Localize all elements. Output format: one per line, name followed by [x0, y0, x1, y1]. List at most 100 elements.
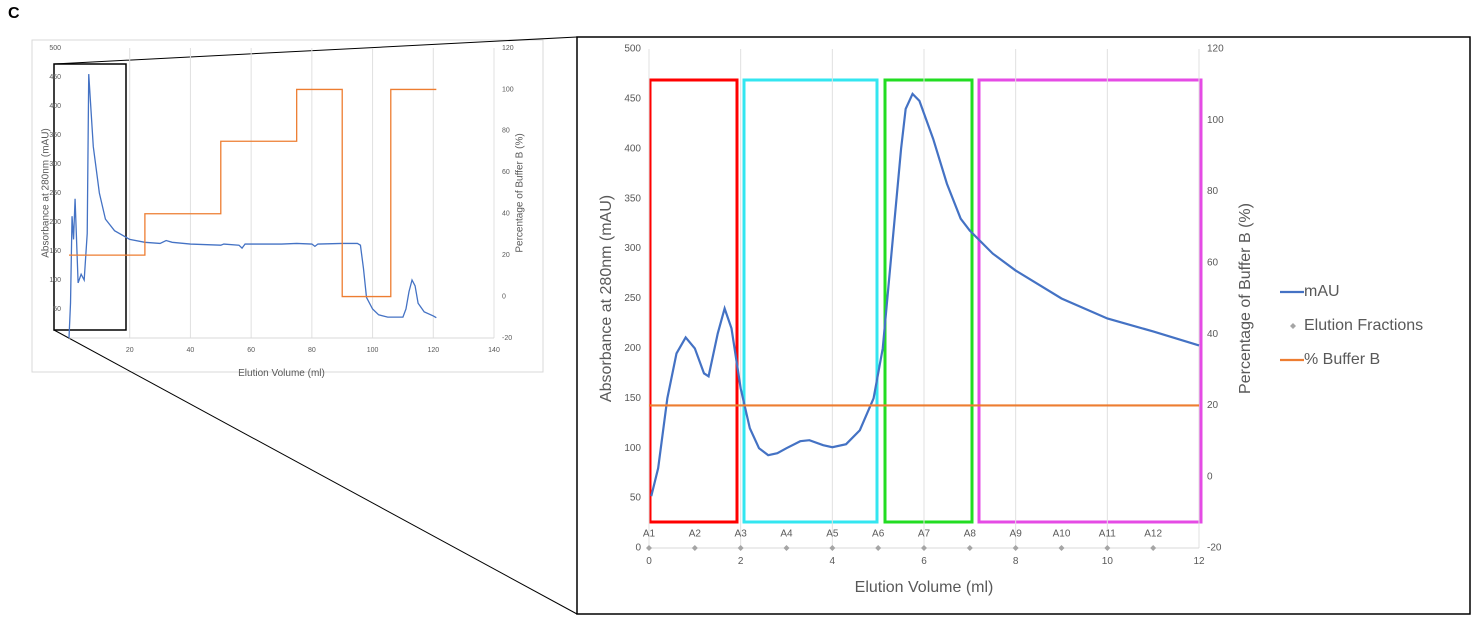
legend-label: Elution Fractions: [1304, 317, 1423, 334]
x-tick-label: 80: [308, 347, 316, 354]
fraction-marker: [1150, 545, 1157, 551]
y-tick-label: 50: [53, 306, 61, 313]
y-axis-title: Absorbance at 280nm (mAU): [598, 195, 615, 402]
fraction-label: A9: [1010, 529, 1023, 540]
x-axis-title: Elution Volume (ml): [855, 579, 994, 596]
y-tick-label: 100: [624, 443, 641, 454]
y2-tick-label: 20: [1207, 400, 1219, 411]
fraction-marker: [783, 545, 790, 551]
x-tick-label: 20: [126, 347, 134, 354]
fraction-marker: [737, 545, 744, 551]
fraction-label: A7: [918, 529, 931, 540]
fraction-label: A10: [1053, 529, 1071, 540]
x-tick-label: 12: [1193, 556, 1205, 567]
fraction-box: [742, 78, 879, 524]
fraction-box: [648, 78, 739, 524]
zoom-line: [53, 36, 578, 65]
fraction-label: A4: [780, 529, 793, 540]
y2-tick-label: -20: [502, 335, 512, 342]
x-tick-label: 60: [247, 347, 255, 354]
fraction-box: [977, 78, 1203, 524]
x-axis-title: Elution Volume (ml): [238, 368, 325, 379]
y2-tick-label: 120: [502, 45, 514, 52]
y2-tick-label: 120: [1207, 44, 1224, 55]
y2-axis-title: Percentage of Buffer B (%): [1237, 203, 1254, 394]
fraction-label: A1: [643, 529, 656, 540]
y-tick-label: 500: [49, 45, 61, 52]
y2-tick-label: 0: [502, 293, 506, 300]
fraction-marker: [691, 545, 698, 551]
y2-axis-title: Percentage of Buffer B (%): [515, 133, 526, 252]
y-tick-label: 150: [624, 393, 641, 404]
y-tick-label: 350: [49, 132, 61, 139]
fraction-marker: [966, 545, 973, 551]
fraction-label: A3: [735, 529, 748, 540]
x-tick-label: 40: [187, 347, 195, 354]
y-tick-label: 300: [49, 161, 61, 168]
y-tick-label: 300: [624, 243, 641, 254]
y2-tick-label: 100: [502, 86, 514, 93]
x-tick-label: 0: [646, 556, 652, 567]
y2-tick-label: 60: [502, 169, 510, 176]
chart: 0 2 4 6 8 10 12050100150200250300350400450500-…: [598, 44, 1423, 596]
fraction-label: A12: [1144, 529, 1162, 540]
series-line: [69, 88, 437, 298]
fraction-marker: [1058, 545, 1065, 551]
y2-tick-label: 40: [1207, 329, 1219, 340]
y-tick-label: 100: [49, 277, 61, 284]
chart: 20 40 60 80 100 120 14050100150200250300350400…: [41, 45, 526, 379]
y-tick-label: 500: [624, 44, 641, 55]
fraction-marker: [646, 545, 652, 551]
y-tick-label: 400: [624, 143, 641, 154]
y2-tick-label: 100: [1207, 115, 1224, 126]
y2-tick-label: 60: [1207, 257, 1219, 268]
y-tick-label: 50: [630, 493, 642, 504]
small-chart-frame: [31, 39, 544, 373]
fraction-marker: [1104, 545, 1111, 551]
fraction-box: [883, 78, 974, 524]
series-line: [650, 92, 1200, 497]
y2-tick-label: -20: [1207, 543, 1222, 554]
fraction-label: A8: [964, 529, 977, 540]
legend-label: % Buffer B: [1304, 351, 1380, 368]
fraction-marker: [1012, 545, 1019, 551]
y-tick-label: 350: [624, 193, 641, 204]
x-tick-label: 140: [488, 347, 500, 354]
zoom-chart-frame: [576, 36, 1471, 615]
fraction-label: A5: [826, 529, 839, 540]
y-tick-label: 0: [635, 543, 641, 554]
x-tick-label: 2: [738, 556, 744, 567]
zoom-line: [53, 329, 578, 615]
fraction-label: A6: [872, 529, 885, 540]
fraction-marker: [875, 545, 882, 551]
x-tick-label: 8: [1013, 556, 1019, 567]
y2-tick-label: 0: [1207, 471, 1213, 482]
fraction-label: A11: [1099, 529, 1116, 540]
legend-label: mAU: [1304, 283, 1340, 300]
y-tick-label: 450: [49, 74, 61, 81]
y-tick-label: 200: [49, 219, 61, 226]
fraction-marker: [829, 545, 836, 551]
y-tick-label: 150: [49, 248, 61, 255]
y-tick-label: 450: [624, 94, 641, 105]
y2-tick-label: 40: [502, 211, 510, 218]
panel-label: C: [8, 5, 20, 22]
legend-marker: [1290, 323, 1296, 329]
fraction-marker: [921, 545, 927, 551]
y2-tick-label: 20: [502, 252, 510, 259]
y-tick-label: 250: [49, 190, 61, 197]
y-axis-title: Absorbance at 280nm (mAU): [41, 128, 52, 258]
zoom-region: [53, 63, 127, 331]
y2-tick-label: 80: [1207, 186, 1219, 197]
x-tick-label: 10: [1102, 556, 1114, 567]
series-line: [68, 74, 437, 339]
x-tick-label: 6: [921, 556, 927, 567]
x-tick-label: 100: [367, 347, 379, 354]
fraction-boxes: [648, 78, 1203, 524]
y2-tick-label: 80: [502, 128, 510, 135]
y-tick-label: 250: [624, 293, 641, 304]
x-tick-label: 4: [830, 556, 836, 567]
fraction-label: A2: [689, 529, 702, 540]
y-tick-label: 400: [49, 103, 61, 110]
